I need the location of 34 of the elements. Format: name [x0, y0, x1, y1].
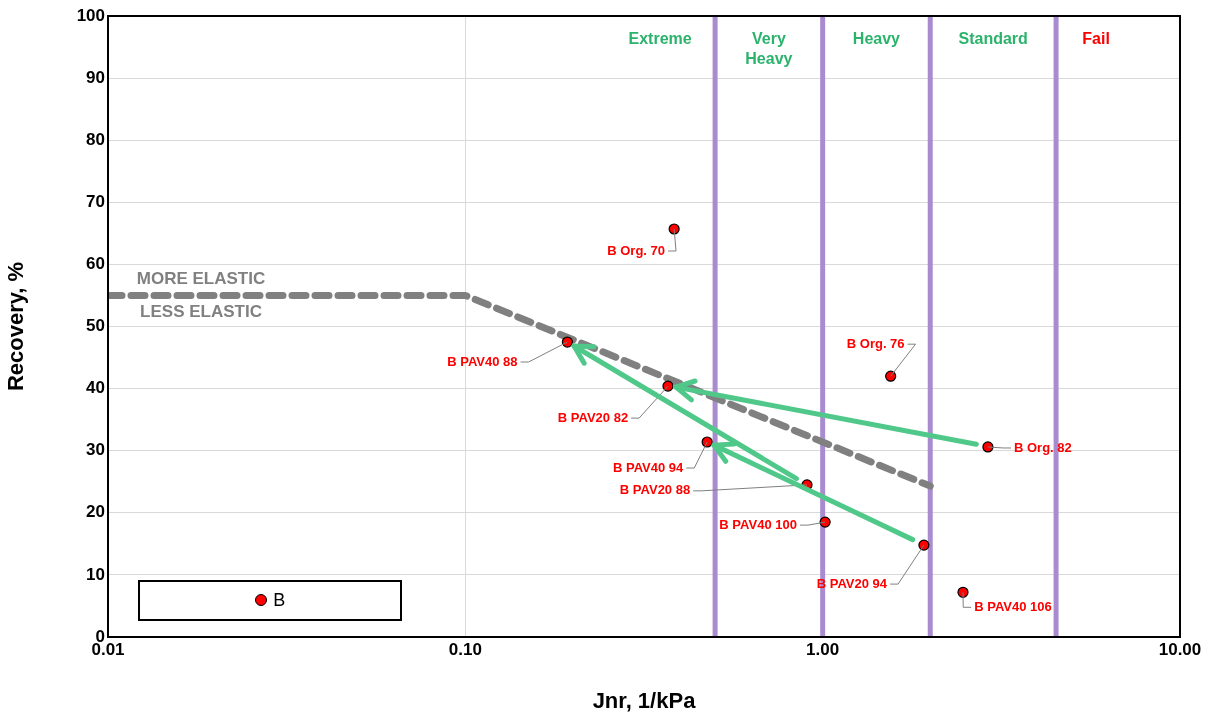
annotation: Standard	[958, 30, 1028, 48]
annotation: LESS ELASTIC	[140, 302, 262, 322]
annotation: MORE ELASTIC	[136, 269, 266, 289]
y-tick-label: 70	[86, 191, 105, 211]
annotation: Very Heavy	[745, 30, 793, 68]
annotation: B Org. 76	[846, 335, 905, 351]
y-axis-title: Recovery, %	[3, 261, 29, 392]
annotation: B PAV20 94	[816, 575, 888, 591]
y-tick-label: 90	[86, 67, 105, 87]
annotation: Extreme	[628, 30, 692, 48]
annotation: Fail	[1082, 30, 1110, 48]
annotation: B PAV40 100	[719, 516, 797, 532]
legend-box: B	[138, 579, 403, 622]
x-tick-label: 10.00	[1158, 639, 1202, 659]
legend-label: B	[273, 589, 286, 611]
y-tick-label: 60	[86, 254, 105, 274]
annotation: B PAV20 82	[557, 409, 629, 425]
y-tick-label: 50	[86, 316, 105, 336]
y-tick-label: 20	[86, 502, 105, 522]
y-tick-label: 30	[86, 440, 105, 460]
y-tick-label: 10	[86, 564, 105, 584]
y-tick-label: 80	[86, 129, 105, 149]
annotation: B PAV40 88	[447, 353, 518, 369]
x-axis-title: Jnr, 1/kPa	[592, 687, 697, 713]
y-tick-label: 100	[76, 5, 105, 25]
annotation: B PAV40 106	[974, 598, 1052, 614]
y-tick-label: 40	[86, 378, 105, 398]
x-tick-label: 1.00	[806, 639, 840, 659]
annotation: B PAV40 94	[612, 459, 685, 475]
annotation: B Org. 82	[1014, 439, 1072, 455]
annotation: B PAV20 88	[619, 482, 691, 498]
x-tick-label: 0.10	[448, 639, 482, 659]
annotation: Heavy	[852, 30, 901, 48]
annotation: B Org. 70	[607, 242, 666, 258]
